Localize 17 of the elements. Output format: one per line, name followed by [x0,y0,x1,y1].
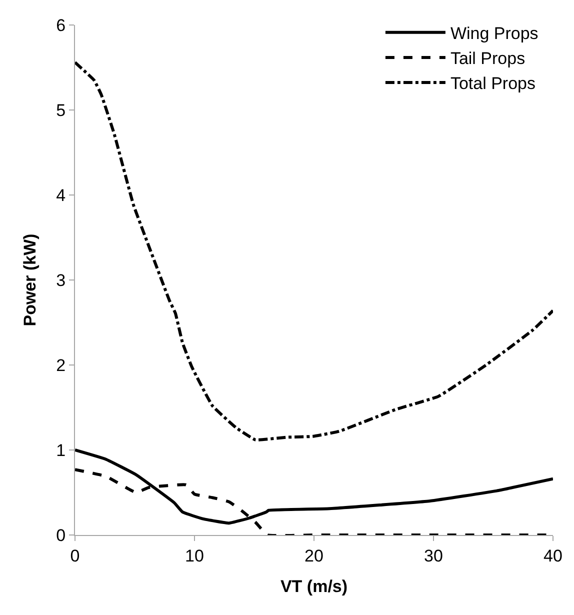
y-tick-label: 4 [56,186,66,205]
y-tick-label: 2 [56,356,66,375]
y-tick-label: 3 [56,270,66,290]
y-tick-label: 0 [56,526,66,545]
y-axis-title: Power (kW) [20,234,40,326]
legend-label: Total Props [450,74,536,94]
x-axis-title: VT (m/s) [280,576,348,596]
y-tick-label: 1 [56,440,66,460]
x-tick-label: 0 [70,546,80,566]
x-tick-label: 10 [185,546,204,566]
legend-label: Wing Props [450,24,538,43]
legend-label: Tail Props [450,49,526,68]
x-tick-label: 40 [544,546,562,566]
x-tick-label: 20 [304,546,324,566]
x-tick-label: 30 [424,546,443,566]
y-tick-label: 5 [56,100,66,120]
y-tick-label: 6 [56,16,66,35]
